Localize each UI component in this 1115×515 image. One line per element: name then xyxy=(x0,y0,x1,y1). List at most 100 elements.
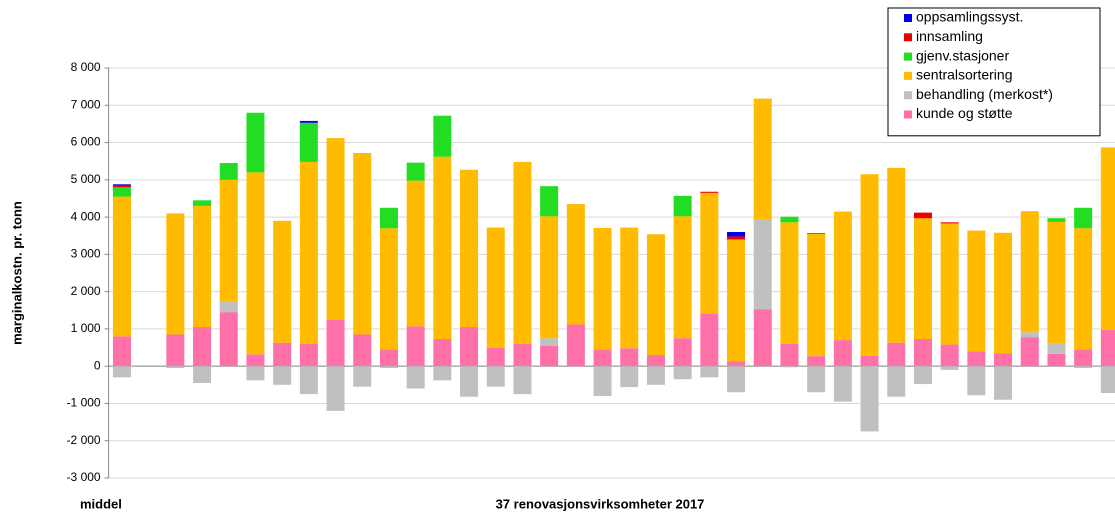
bar-segment xyxy=(513,343,532,367)
bar-segment xyxy=(299,343,318,367)
bar-segment xyxy=(1074,228,1093,350)
bar-segment xyxy=(379,349,398,367)
bar-segment xyxy=(807,233,826,357)
bar-segment xyxy=(646,234,665,355)
bar-segment xyxy=(593,366,612,396)
bar-segment xyxy=(1047,353,1066,367)
bar-segment xyxy=(486,347,505,367)
bar-segment xyxy=(433,338,452,367)
bar-segment xyxy=(299,161,318,344)
bar-segment xyxy=(727,232,746,237)
legend-label: behandling (merkost*) xyxy=(916,86,1053,102)
bar-segment xyxy=(326,138,345,320)
bar-segment xyxy=(166,213,185,335)
bar-segment xyxy=(219,300,238,313)
bar-segment xyxy=(727,236,746,240)
bar-segment xyxy=(460,366,479,397)
legend-label: sentralsortering xyxy=(916,67,1013,83)
legend-swatch xyxy=(904,91,912,100)
bar-segment xyxy=(833,366,852,402)
bar-segment xyxy=(379,366,398,369)
bar-segment xyxy=(700,366,719,378)
y-tick-label: 5 000 xyxy=(71,172,101,186)
bar-segment xyxy=(807,366,826,393)
legend-swatch xyxy=(904,14,912,22)
y-tick-label: 0 xyxy=(94,358,101,372)
bar-segment xyxy=(887,366,906,397)
bar-segment xyxy=(887,342,906,367)
bar-segment xyxy=(353,334,372,367)
bar-segment xyxy=(700,314,719,367)
legend-swatch xyxy=(904,110,912,119)
bar-segment xyxy=(913,338,932,367)
bar-segment xyxy=(379,228,398,350)
bar-segment xyxy=(299,366,318,395)
bar-segment xyxy=(967,366,986,396)
bar-segment xyxy=(1100,147,1115,330)
bar-segment xyxy=(112,336,131,367)
bar-segment xyxy=(112,185,131,188)
bar-segment xyxy=(273,366,292,385)
bar-segment xyxy=(193,366,212,383)
bar-segment xyxy=(860,366,879,432)
bar-segment xyxy=(807,356,826,367)
bar-segment xyxy=(1020,332,1039,338)
bar-segment xyxy=(460,327,479,367)
bar-segment xyxy=(566,204,585,325)
bar-segment xyxy=(433,115,452,157)
y-tick-label: -2 000 xyxy=(67,433,101,447)
bar-segment xyxy=(540,186,559,217)
bar-segment xyxy=(967,230,986,352)
bar-segment xyxy=(940,344,959,367)
bar-segment xyxy=(326,319,345,367)
bar-segment xyxy=(700,191,719,193)
bar-segment xyxy=(620,227,639,349)
bar-segment xyxy=(913,366,932,385)
bar-segment xyxy=(112,184,131,186)
bar-segment xyxy=(273,220,292,343)
legend-label: kunde og støtte xyxy=(916,105,1013,121)
bar-segment xyxy=(727,239,746,362)
bar-segment xyxy=(460,169,479,328)
bar-segment xyxy=(112,366,131,378)
bar-segment xyxy=(406,366,425,389)
bar-segment xyxy=(1100,329,1115,367)
bar-segment xyxy=(994,232,1013,354)
bar-segment xyxy=(727,361,746,367)
bar-segment xyxy=(673,366,692,380)
bar-segment xyxy=(833,340,852,367)
bar-segment xyxy=(433,366,452,381)
bar-segment xyxy=(219,312,238,367)
bar-segment xyxy=(807,233,826,234)
bar-segment xyxy=(513,161,532,344)
bar-segment xyxy=(219,179,238,301)
bar-segment xyxy=(166,334,185,367)
legend-label: oppsamlingssyst. xyxy=(916,9,1023,25)
bar-segment xyxy=(1020,211,1039,333)
bar-segment xyxy=(406,180,425,327)
bar-segment xyxy=(379,207,398,229)
bar-segment xyxy=(219,163,238,180)
x-axis-label: 37 renovasjonsvirksomheter 2017 xyxy=(496,496,705,511)
legend-label: gjenv.stasjoner xyxy=(916,47,1009,63)
legend-swatch xyxy=(904,33,912,42)
bar-segment xyxy=(700,192,719,314)
bar-segment xyxy=(246,366,265,381)
bar-segment xyxy=(913,218,932,339)
bar-segment xyxy=(486,366,505,387)
bar-segment xyxy=(673,195,692,217)
bar-segment xyxy=(406,326,425,367)
bar-segment xyxy=(860,174,879,356)
bar-segment xyxy=(673,338,692,367)
bar-segment xyxy=(1020,337,1039,367)
bar-segment xyxy=(753,309,772,367)
bar-segment xyxy=(486,227,505,348)
y-tick-label: -3 000 xyxy=(67,470,101,484)
bar-segment xyxy=(299,120,318,123)
bar-segment xyxy=(860,355,879,367)
bar-segment xyxy=(246,172,265,355)
bar-segment xyxy=(299,122,318,162)
bar-segment xyxy=(353,366,372,387)
bar-segment xyxy=(1047,221,1066,344)
bar-segment xyxy=(1074,349,1093,367)
